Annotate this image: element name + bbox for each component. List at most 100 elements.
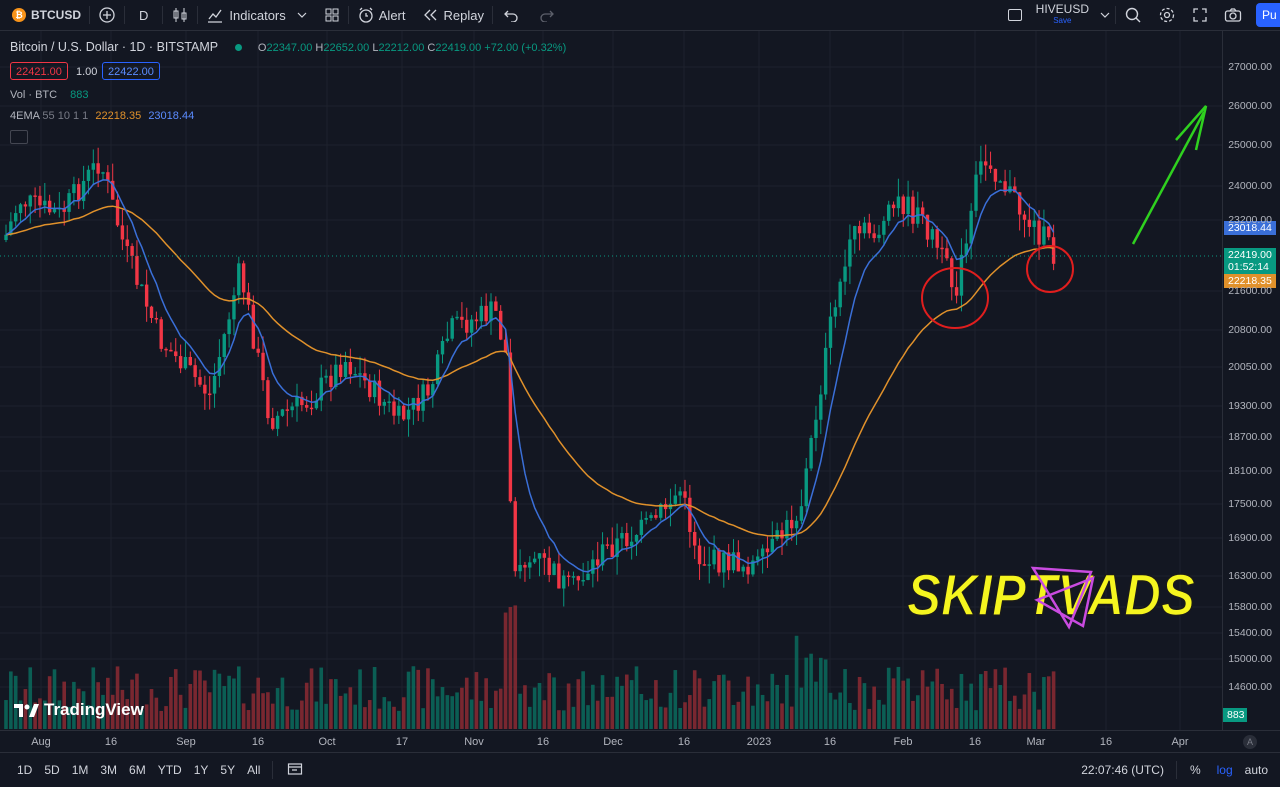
volume-bar [765, 701, 770, 729]
alert-button[interactable]: Alert [349, 0, 414, 30]
time-axis-label: Dec [603, 736, 623, 748]
settings-button[interactable] [1150, 0, 1184, 30]
volume-bar [678, 708, 682, 729]
fullscreen-button[interactable] [1184, 0, 1216, 30]
symbol-label: BTCUSD [31, 8, 81, 22]
price-axis[interactable]: 23018.44 22419.00 01:52:14 22218.35 883 … [1222, 31, 1280, 730]
volume-bar [731, 704, 736, 729]
snapshot-button[interactable] [1216, 0, 1250, 30]
volume-bar [552, 677, 556, 729]
divider [124, 6, 125, 24]
volume-bar [275, 688, 280, 729]
range-button-1m[interactable]: 1M [71, 763, 89, 777]
candle-body [479, 305, 483, 322]
volume-bar [916, 695, 920, 729]
candle-body [814, 419, 818, 438]
candle-body [106, 172, 110, 181]
candle-body [499, 310, 503, 340]
range-button-1y[interactable]: 1Y [193, 763, 209, 777]
volume-bar [814, 681, 818, 729]
layouts-button[interactable] [316, 0, 348, 30]
time-axis-label: 2023 [746, 736, 772, 748]
interval-button[interactable]: D [139, 7, 149, 23]
volume-bar [300, 700, 304, 729]
range-button-5y[interactable]: 5Y [220, 763, 236, 777]
indicators-button[interactable]: Indicators [198, 0, 315, 30]
range-button-ytd[interactable]: YTD [157, 763, 182, 777]
volume-bar [62, 681, 66, 729]
candle-body [67, 193, 71, 212]
volume-bar [872, 686, 876, 729]
candle-body [969, 210, 973, 244]
auto-scale-toggle[interactable]: auto [1244, 763, 1268, 777]
symbol-search-button[interactable]: ₿ BTCUSD [0, 0, 89, 30]
replay-button[interactable]: Replay [414, 0, 492, 30]
volume-bar [697, 678, 702, 729]
candle-body [1022, 214, 1027, 220]
range-button-all[interactable]: All [247, 763, 261, 777]
candle-body [81, 180, 86, 202]
log-scale-toggle[interactable]: log [1216, 763, 1233, 777]
candle-body [159, 319, 163, 349]
replay-label: Replay [443, 7, 484, 23]
volume-bar [9, 671, 13, 729]
redo-button[interactable] [529, 0, 565, 30]
candle-body [271, 418, 275, 429]
chart-type-button[interactable] [163, 0, 197, 30]
time-axis-label: Nov [464, 736, 484, 748]
candle-body [930, 229, 935, 240]
candle-body [222, 334, 226, 358]
utc-clock[interactable]: 22:07:46 (UTC) [1081, 763, 1164, 777]
volume-bar [159, 710, 163, 729]
undo-icon [504, 10, 518, 22]
compare-button[interactable] [90, 0, 124, 30]
volume-bar [13, 675, 18, 729]
percent-scale-toggle[interactable]: % [1189, 763, 1201, 777]
publish-button[interactable]: Pu [1256, 3, 1280, 27]
candle-body [823, 347, 828, 395]
volume-bar [367, 700, 372, 729]
volume-legend: Vol · BTC 883 [10, 89, 89, 101]
time-axis[interactable]: A Aug 16 Sep 16 Oct 17 Nov 16 Dec 16 2023 16 Feb 16 Ma… [0, 730, 1280, 752]
candle-body [625, 533, 629, 547]
bitcoin-icon: ₿ [12, 8, 26, 22]
price-axis-label: 26000.00 [1228, 100, 1272, 112]
volume-bar [663, 707, 668, 729]
volume-bar [600, 675, 605, 729]
go-to-date-button[interactable] [279, 762, 311, 779]
candle-body [688, 497, 692, 532]
volume-bar [101, 694, 105, 729]
volume-bar [479, 700, 484, 729]
volume-bar [178, 694, 183, 729]
candle-body [717, 549, 721, 573]
time-axis-label: 16 [251, 736, 265, 748]
sell-price-button[interactable]: 22421.00 [10, 62, 68, 80]
range-button-1d[interactable]: 1D [17, 763, 33, 777]
candle-body [465, 319, 469, 333]
layout-save-button[interactable]: HIVEUSD Save [1000, 0, 1115, 30]
volume-bar [896, 666, 901, 729]
price-axis-label: 24000.00 [1228, 180, 1272, 192]
candle-body [984, 161, 988, 166]
candle-body [232, 295, 236, 320]
candle-body [227, 319, 231, 335]
candle-body [474, 319, 479, 322]
range-button-5d[interactable]: 5D [44, 763, 60, 777]
search-button[interactable] [1116, 0, 1150, 30]
undo-button[interactable] [493, 0, 529, 30]
candle-body [775, 530, 779, 539]
candle-body [329, 375, 333, 387]
volume-bar [542, 700, 547, 729]
price-chart-pane[interactable] [0, 31, 1222, 730]
volume-bar [751, 705, 755, 729]
range-button-6m[interactable]: 6M [129, 763, 146, 777]
collapse-legend-button[interactable] [10, 130, 28, 144]
auto-scale-button[interactable]: A [1243, 735, 1257, 749]
annotation-arrow-head [1175, 105, 1208, 151]
volume-bar [198, 670, 202, 729]
range-button-3m[interactable]: 3M [100, 763, 118, 777]
buy-price-button[interactable]: 22422.00 [102, 62, 160, 80]
volume-bar [819, 657, 823, 729]
candle-body [402, 405, 406, 420]
volume-bar [692, 670, 697, 729]
